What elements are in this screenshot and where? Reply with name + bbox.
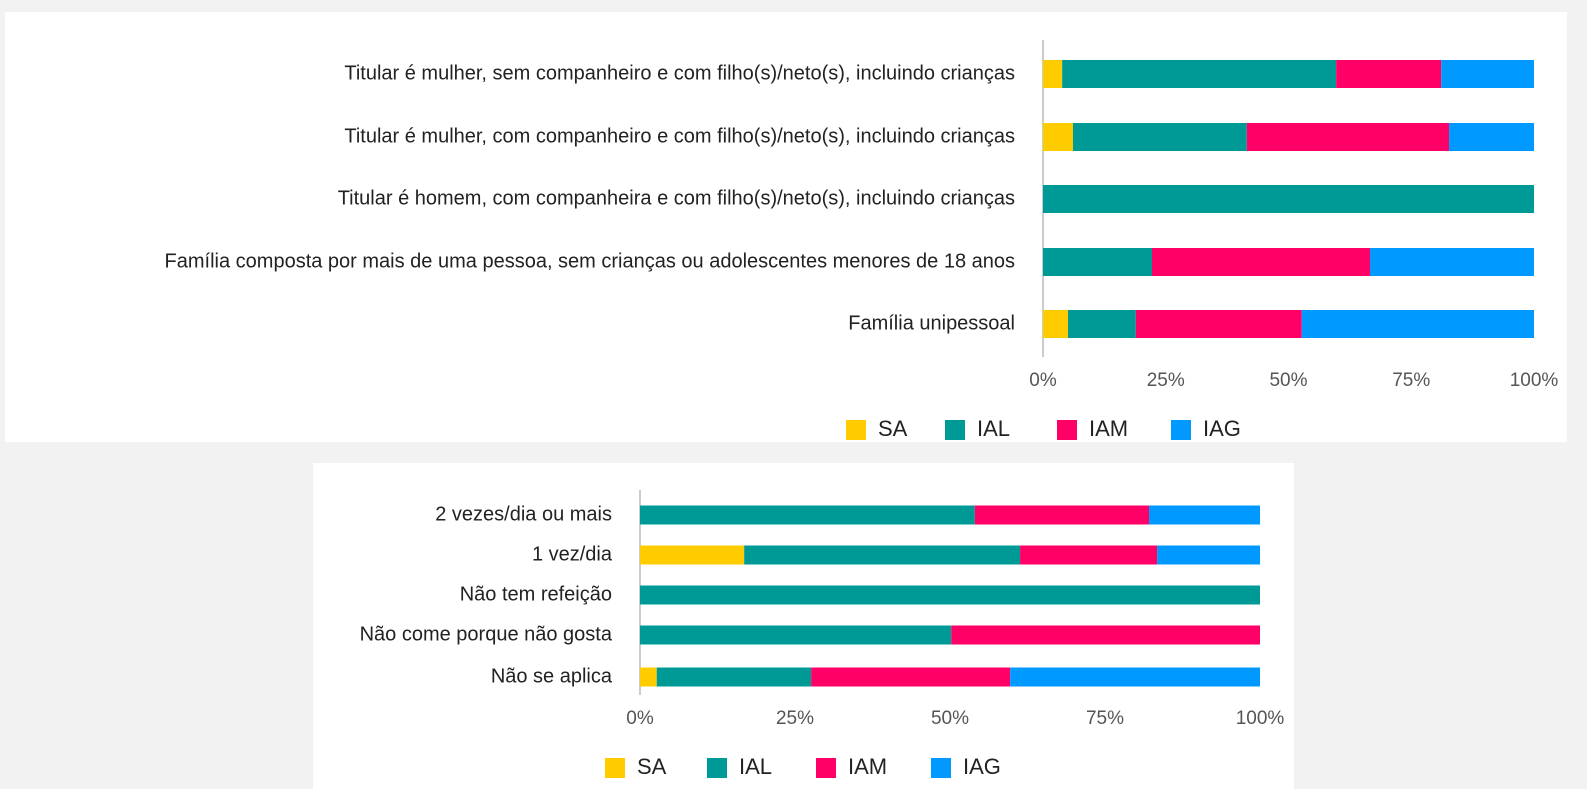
bar-segment [1043,60,1063,88]
x-tick-label: 75% [1086,708,1124,729]
bar-segment [1043,123,1073,151]
bar-segment [640,667,657,687]
category-label: 1 vez/dia [532,543,613,565]
x-tick-label: 50% [1269,370,1307,391]
bar-segment [1441,60,1534,88]
category-label: 2 vezes/dia ou mais [435,503,612,525]
legend-label: SA [878,416,908,441]
category-label: Família composta por mais de uma pessoa,… [165,250,1015,272]
bar-segment [1152,248,1371,276]
bar-segment [640,625,952,645]
legend-label: IAG [963,754,1001,779]
legend-swatch [931,758,951,778]
bar-segment [1062,60,1337,88]
legend-swatch [1057,420,1077,440]
legend-swatch [945,420,965,440]
category-label: Família unipessoal [848,312,1015,334]
x-tick-label: 100% [1236,708,1285,729]
bar-segment [640,545,745,565]
legend-label: IAL [977,416,1010,441]
x-tick-label: 100% [1510,370,1559,391]
bar-segment [1336,60,1442,88]
x-tick-label: 0% [1029,370,1057,391]
bar-segment [951,625,1260,645]
legend-swatch [605,758,625,778]
bar-segment [1010,667,1260,687]
bar-segment [974,505,1150,525]
category-label: Não se aplica [491,665,613,687]
bar-segment [1043,248,1153,276]
legend-swatch [707,758,727,778]
bar-segment [811,667,1011,687]
category-label: Titular é mulher, sem companheiro e com … [344,62,1015,84]
bar-segment [1370,248,1534,276]
legend-label: IAM [1089,416,1128,441]
category-label: Titular é mulher, com companheiro e com … [344,125,1015,147]
x-tick-label: 75% [1392,370,1430,391]
bar-segment [1246,123,1450,151]
legend-swatch [846,420,866,440]
x-tick-label: 25% [776,708,814,729]
bar-segment [1043,185,1534,213]
bar-segment [744,545,1021,565]
bar-segment [1301,310,1534,338]
bar-segment [1068,310,1136,338]
bar-segment [640,585,1260,605]
bar-segment [1135,310,1302,338]
bar-segment [1020,545,1158,565]
legend-label: SA [637,754,667,779]
x-tick-label: 0% [626,708,654,729]
category-label: Não tem refeição [460,583,612,605]
bar-segment [1149,505,1260,525]
category-label: Titular é homem, com companheira e com f… [338,187,1015,209]
bar-segment [640,505,975,525]
bar-segment [1072,123,1247,151]
bar-segment [1043,310,1069,338]
bar-segment [1157,545,1260,565]
legend-label: IAM [848,754,887,779]
legend-label: IAL [739,754,772,779]
bar-segment [1449,123,1534,151]
x-tick-label: 25% [1147,370,1185,391]
legend-swatch [816,758,836,778]
legend-label: IAG [1203,416,1241,441]
category-label: Não come porque não gosta [360,623,613,645]
bar-segment [656,667,812,687]
legend-swatch [1171,420,1191,440]
x-tick-label: 50% [931,708,969,729]
